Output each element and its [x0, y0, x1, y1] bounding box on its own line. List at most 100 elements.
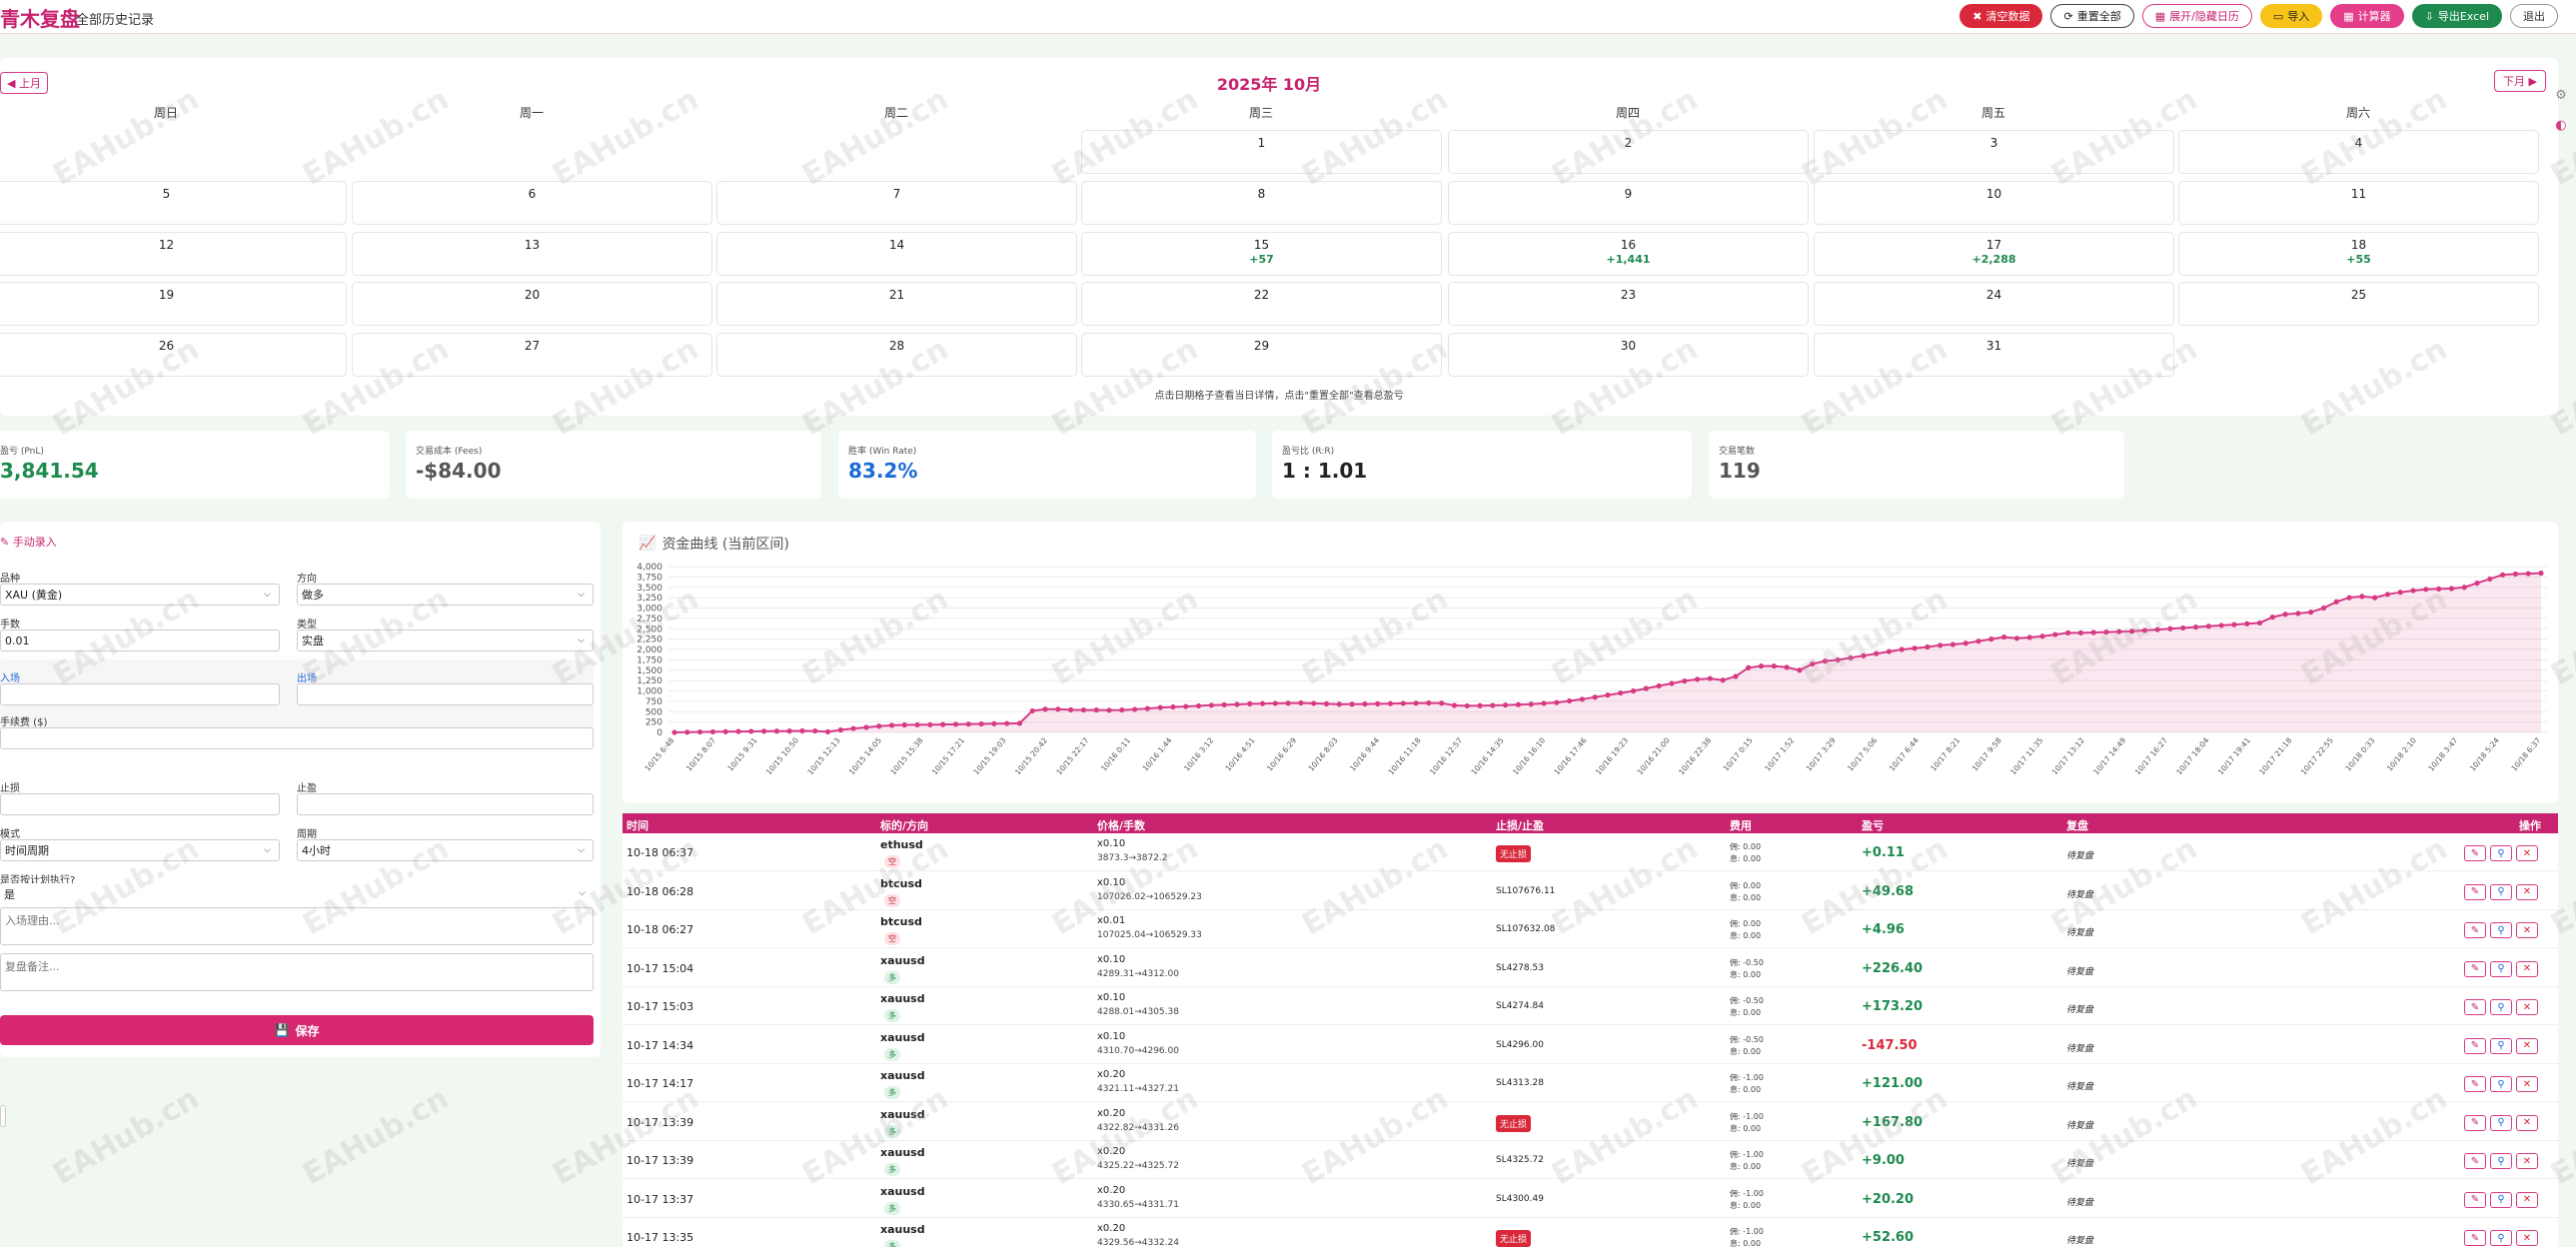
tp-input[interactable] [297, 793, 594, 815]
calendar-day-14[interactable]: 14 [716, 232, 1077, 276]
calendar-day-16[interactable]: 16 +1,441 [1448, 232, 1809, 276]
calendar-day-6[interactable]: 6 [352, 181, 712, 225]
theme-icon[interactable]: ◐ [2555, 118, 2567, 133]
edit-icon[interactable]: ✎ [2464, 1191, 2486, 1208]
calendar-day-7[interactable]: 7 [716, 181, 1077, 225]
calendar-day-11[interactable]: 11 [2178, 181, 2539, 225]
table-row[interactable]: 10-17 15:04 xauusd 多 x0.10 4289.31→4312.00 SL… [623, 949, 2558, 987]
calendar-day-24[interactable]: 24 [1814, 282, 2174, 326]
view-icon[interactable]: ⚲ [2490, 1037, 2512, 1054]
delete-icon[interactable]: ✕ [2516, 960, 2538, 977]
calendar-day-28[interactable]: 28 [716, 333, 1077, 377]
prev-month-button[interactable]: ◀ 上月 [0, 72, 48, 94]
table-row[interactable]: 10-18 06:37 ethusd 空 x0.10 3873.3→3872.2 无止损 佣… [623, 833, 2558, 871]
type-select[interactable]: 实盘 ⌵ [297, 629, 594, 651]
delete-icon[interactable]: ✕ [2516, 1230, 2538, 1246]
edit-icon[interactable]: ✎ [2464, 845, 2486, 861]
table-row[interactable]: 10-17 15:03 xauusd 多 x0.10 4288.01→4305.38 SL… [623, 987, 2558, 1025]
save-button[interactable]: 💾 保存 [0, 1015, 594, 1045]
delete-icon[interactable]: ✕ [2516, 1153, 2538, 1169]
view-icon[interactable]: ⚲ [2490, 999, 2512, 1015]
header-button-6[interactable]: 退出 [2510, 4, 2558, 28]
lot-input[interactable]: 0.01 [0, 629, 280, 651]
entry-input[interactable] [0, 683, 280, 705]
model-select[interactable]: 时间周期 ⌵ [0, 839, 280, 861]
sl-input[interactable] [0, 793, 280, 815]
delete-icon[interactable]: ✕ [2516, 845, 2538, 861]
calendar-day-10[interactable]: 10 [1814, 181, 2174, 225]
header-button-3[interactable]: ▭ 导入 [2259, 4, 2323, 28]
header-button-5[interactable]: ⇩ 导出Excel [2411, 4, 2502, 28]
calendar-day-5[interactable]: 5 [0, 181, 347, 225]
view-icon[interactable]: ⚲ [2490, 1230, 2512, 1246]
table-row[interactable]: 10-18 06:28 btcusd 空 x0.10 107026.02→106529.… [623, 872, 2558, 910]
edit-icon[interactable]: ✎ [2464, 1114, 2486, 1131]
view-icon[interactable]: ⚲ [2490, 845, 2512, 861]
edit-icon[interactable]: ✎ [2464, 922, 2486, 938]
calendar-day-23[interactable]: 23 [1448, 282, 1809, 326]
table-row[interactable]: 10-17 14:34 xauusd 多 x0.10 4310.70→4296.00 SL… [623, 1026, 2558, 1064]
header-button-2[interactable]: ▦ 展开/隐藏日历 [2141, 4, 2252, 28]
delete-icon[interactable]: ✕ [2516, 1191, 2538, 1208]
view-icon[interactable]: ⚲ [2490, 1191, 2512, 1208]
calendar-day-22[interactable]: 22 [1081, 282, 1442, 326]
calendar-day-18[interactable]: 18 +55 [2178, 232, 2539, 276]
timeframe-select[interactable]: 4小时 ⌵ [297, 839, 594, 861]
calendar-day-31[interactable]: 31 [1814, 333, 2174, 377]
calendar-day-13[interactable]: 13 [352, 232, 712, 276]
view-icon[interactable]: ⚲ [2490, 883, 2512, 900]
calendar-day-1[interactable]: 1 [1081, 130, 1442, 174]
calendar-day-25[interactable]: 25 [2178, 282, 2539, 326]
calendar-day-27[interactable]: 27 [352, 333, 712, 377]
calendar-day-9[interactable]: 9 [1448, 181, 1809, 225]
calendar-day-26[interactable]: 26 [0, 333, 347, 377]
header-button-4[interactable]: ▦ 计算器 [2330, 4, 2404, 28]
calendar-day-3[interactable]: 3 [1814, 130, 2174, 174]
settings-icon[interactable]: ⚙ [2555, 88, 2567, 103]
calendar-day-20[interactable]: 20 [352, 282, 712, 326]
note-textarea[interactable]: 复盘备注... [0, 953, 594, 991]
edit-icon[interactable]: ✎ [2464, 1153, 2486, 1169]
delete-icon[interactable]: ✕ [2516, 1076, 2538, 1092]
direction-select[interactable]: 做多 ⌵ [297, 584, 594, 606]
calendar-day-4[interactable]: 4 [2178, 130, 2539, 174]
table-row[interactable]: 10-18 06:27 btcusd 空 x0.01 107025.04→106529.… [623, 910, 2558, 948]
edit-icon[interactable]: ✎ [2464, 999, 2486, 1015]
view-icon[interactable]: ⚲ [2490, 960, 2512, 977]
table-row[interactable]: 10-17 13:39 xauusd 多 x0.20 4322.82→4331.26 无止… [623, 1103, 2558, 1141]
delete-icon[interactable]: ✕ [2516, 922, 2538, 938]
table-row[interactable]: 10-17 13:39 xauusd 多 x0.20 4325.22→4325.72 SL… [623, 1141, 2558, 1179]
edit-icon[interactable]: ✎ [2464, 1230, 2486, 1246]
header-button-0[interactable]: ✖ 清空数据 [1959, 4, 2043, 28]
edit-icon[interactable]: ✎ [2464, 960, 2486, 977]
view-icon[interactable]: ⚲ [2490, 1153, 2512, 1169]
next-month-button[interactable]: 下月 ▶ [2494, 70, 2546, 92]
calendar-day-8[interactable]: 8 [1081, 181, 1442, 225]
header-button-1[interactable]: ⟳ 重置全部 [2050, 4, 2134, 28]
edit-icon[interactable]: ✎ [2464, 1037, 2486, 1054]
calendar-day-15[interactable]: 15 +57 [1081, 232, 1442, 276]
edit-icon[interactable]: ✎ [2464, 1076, 2486, 1092]
table-row[interactable]: 10-17 13:35 xauusd 多 x0.20 4329.56→4332.24 无止… [623, 1218, 2558, 1247]
fee-input[interactable] [0, 727, 594, 749]
exit-input[interactable] [297, 683, 594, 705]
calendar-day-19[interactable]: 19 [0, 282, 347, 326]
edit-icon[interactable]: ✎ [2464, 883, 2486, 900]
view-icon[interactable]: ⚲ [2490, 1114, 2512, 1131]
symbol-select[interactable]: XAU (黄金) ⌵ [0, 584, 280, 606]
view-icon[interactable]: ⚲ [2490, 1076, 2512, 1092]
table-row[interactable]: 10-17 13:37 xauusd 多 x0.20 4330.65→4331.71 SL… [623, 1180, 2558, 1218]
calendar-day-17[interactable]: 17 +2,288 [1814, 232, 2174, 276]
delete-icon[interactable]: ✕ [2516, 999, 2538, 1015]
reason-textarea[interactable]: 入场理由... [0, 907, 594, 945]
plan-select[interactable]: 是 ⌵ [0, 883, 594, 905]
calendar-day-29[interactable]: 29 [1081, 333, 1442, 377]
delete-icon[interactable]: ✕ [2516, 1114, 2538, 1131]
calendar-day-30[interactable]: 30 [1448, 333, 1809, 377]
delete-icon[interactable]: ✕ [2516, 883, 2538, 900]
table-row[interactable]: 10-17 14:17 xauusd 多 x0.20 4321.11→4327.21 SL… [623, 1064, 2558, 1102]
calendar-day-21[interactable]: 21 [716, 282, 1077, 326]
calendar-day-2[interactable]: 2 [1448, 130, 1809, 174]
view-icon[interactable]: ⚲ [2490, 922, 2512, 938]
calendar-day-12[interactable]: 12 [0, 232, 347, 276]
